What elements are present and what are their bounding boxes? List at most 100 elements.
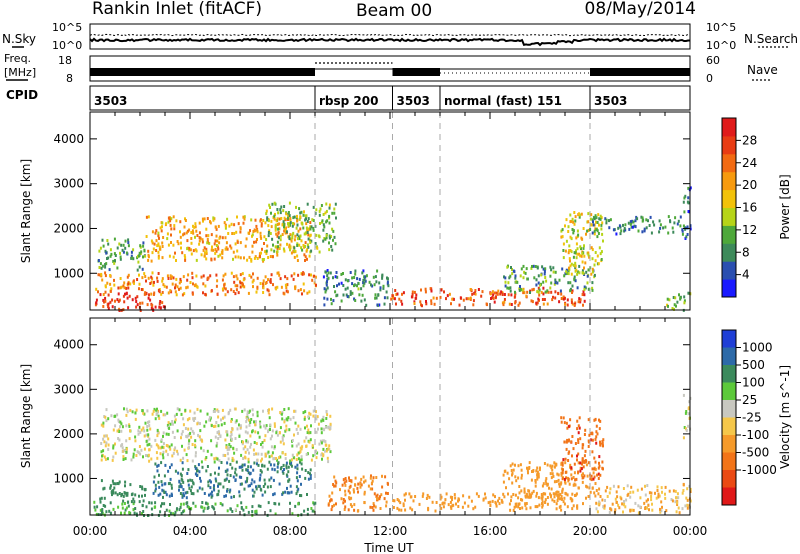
scatter-cell: [645, 226, 648, 230]
scatter-cell: [330, 235, 333, 238]
scatter-cell: [223, 221, 226, 225]
scatter-cell: [216, 279, 219, 283]
scatter-cell: [294, 504, 297, 508]
scatter-cell: [577, 461, 580, 465]
scatter-cell: [573, 251, 576, 255]
scatter-cell: [205, 257, 208, 261]
scatter-cell: [236, 277, 239, 281]
scatter-cell: [584, 261, 587, 265]
scatter-cell: [203, 217, 206, 221]
scatter-cell: [270, 454, 273, 458]
scatter-cell: [116, 429, 119, 433]
scatter-cell: [306, 229, 309, 233]
scatter-cell: [678, 511, 681, 515]
scatter-cell: [206, 241, 209, 245]
scatter-cell: [276, 208, 279, 211]
scatter-cell: [103, 486, 106, 490]
scatter-cell: [209, 473, 212, 477]
scatter-cell: [233, 232, 236, 235]
scatter-cell: [591, 281, 594, 285]
scatter-cell: [221, 408, 224, 412]
scatter-cell: [329, 422, 332, 426]
scatter-cell: [135, 300, 138, 303]
scatter-cell: [255, 442, 258, 445]
scatter-cell: [556, 499, 559, 502]
scatter-cell: [194, 235, 196, 239]
scatter-cell: [225, 445, 228, 449]
scatter-cell: [306, 220, 309, 223]
scatter-cell: [318, 442, 321, 446]
scatter-cell: [487, 501, 490, 505]
scatter-cell: [512, 508, 515, 512]
scatter-cell: [328, 444, 331, 448]
scatter-cell: [333, 484, 336, 488]
scatter-cell: [221, 256, 224, 260]
scatter-cell: [185, 231, 188, 235]
scatter-cell: [275, 287, 278, 291]
scatter-cell: [542, 482, 545, 486]
scatter-cell: [182, 488, 185, 492]
scatter-cell: [596, 254, 599, 258]
scatter-cell: [689, 490, 692, 493]
scatter-cell: [624, 505, 627, 509]
scatter-cell: [133, 281, 135, 285]
scatter-cell: [296, 233, 299, 237]
power-colorbar-tick-label: 20: [742, 178, 757, 192]
scatter-cell: [509, 508, 512, 512]
scatter-cell: [196, 474, 198, 477]
scatter-cell: [118, 438, 121, 442]
scatter-cell: [276, 271, 279, 275]
scatter-cell: [201, 465, 204, 469]
y-tick-label: 2000: [53, 221, 84, 235]
scatter-cell: [321, 439, 324, 443]
scatter-cell: [566, 493, 569, 497]
scatter-cell: [682, 436, 685, 440]
scatter-cell: [178, 281, 181, 285]
scatter-cell: [308, 254, 311, 258]
scatter-cell: [586, 229, 589, 233]
scatter-cell: [296, 244, 299, 247]
scatter-cell: [310, 249, 313, 253]
scatter-cell: [293, 255, 296, 259]
scatter-cell: [678, 293, 680, 297]
scatter-cell: [515, 502, 518, 506]
scatter-cell: [351, 282, 354, 286]
scatter-cell: [151, 304, 154, 307]
scatter-cell: [361, 271, 364, 275]
scatter-cell: [586, 274, 589, 278]
scatter-cell: [114, 451, 117, 455]
scatter-cell: [289, 237, 292, 241]
scatter-cell: [583, 293, 586, 297]
scatter-cell: [224, 272, 227, 276]
scatter-cell: [591, 486, 594, 490]
scatter-cell: [184, 408, 187, 412]
scatter-cell: [229, 408, 232, 412]
scatter-cell: [586, 485, 589, 489]
scatter-cell: [172, 276, 175, 280]
scatter-cell: [161, 502, 163, 506]
scatter-cell: [227, 411, 230, 415]
scatter-cell: [141, 485, 144, 489]
scatter-cell: [277, 245, 280, 249]
scatter-cell: [687, 412, 690, 416]
scatter-cell: [684, 504, 687, 508]
scatter-cell: [143, 434, 146, 438]
scatter-cell: [308, 290, 311, 294]
power-colorbar-tick-label: 16: [742, 201, 757, 215]
scatter-cell: [210, 424, 213, 428]
scatter-cell: [150, 280, 153, 284]
scatter-cell: [201, 487, 204, 491]
scatter-cell: [581, 446, 584, 450]
scatter-cell: [321, 219, 324, 223]
scatter-cell: [148, 442, 151, 446]
scatter-cell: [311, 444, 314, 448]
scatter-cell: [208, 418, 211, 422]
scatter-cell: [480, 294, 483, 298]
scatter-cell: [540, 493, 543, 496]
velocity-colorbar-tick-label: 100: [742, 376, 765, 390]
scatter-cell: [303, 509, 306, 513]
scatter-cell: [256, 458, 259, 462]
scatter-cell: [99, 273, 102, 277]
scatter-cell: [216, 441, 219, 445]
scatter-cell: [346, 295, 349, 298]
